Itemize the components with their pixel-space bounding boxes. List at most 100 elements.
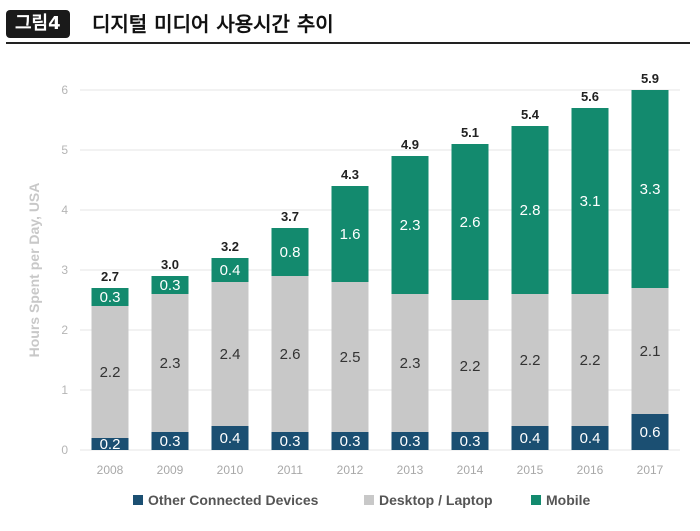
bar-segment <box>511 294 549 426</box>
legend-swatch <box>531 495 541 505</box>
segment-value-label: 0.3 <box>280 433 301 450</box>
bar-segment <box>631 288 669 414</box>
bar-segment <box>91 438 129 450</box>
bar-segment <box>151 432 189 450</box>
bar-segment <box>631 90 669 288</box>
bar-total-label: 5.6 <box>581 89 599 104</box>
bar-total-label: 3.7 <box>281 209 299 224</box>
x-tick-label: 2015 <box>517 463 544 477</box>
segment-value-label: 0.8 <box>280 244 301 261</box>
segment-value-label: 2.3 <box>400 217 421 234</box>
segment-value-label: 0.4 <box>580 430 601 447</box>
segment-value-label: 0.6 <box>640 424 661 441</box>
segment-value-label: 2.6 <box>280 346 301 363</box>
x-tick-label: 2012 <box>337 463 364 477</box>
bar-segment <box>271 432 309 450</box>
bar-segment <box>571 108 609 294</box>
segment-value-label: 2.3 <box>160 355 181 372</box>
bar-segment <box>451 300 489 432</box>
data-labels: 0.2 2.2 0.3 2.7 0.3 2.3 0.3 3.0 0.4 2.4 0.4 3.2 0.3 2… <box>100 71 661 453</box>
x-tick-label: 2013 <box>397 463 424 477</box>
header-divider <box>6 42 690 44</box>
chart-area: 0 1 2 3 4 5 6 Hours Spent per Day, USA 2008 2009 2… <box>0 46 700 526</box>
bar-segment <box>211 426 249 450</box>
segment-value-label: 2.5 <box>340 349 361 366</box>
segment-value-label: 0.3 <box>100 289 121 306</box>
x-tick-label: 2009 <box>157 463 184 477</box>
segment-value-label: 2.3 <box>400 355 421 372</box>
segment-value-label: 2.6 <box>460 214 481 231</box>
segment-value-label: 0.3 <box>460 433 481 450</box>
bar-segment <box>391 432 429 450</box>
y-tick-label: 6 <box>61 83 68 97</box>
figure-header: 그림4 디지털 미디어 사용시간 추이 <box>0 0 700 46</box>
x-tick-label: 2011 <box>277 463 303 477</box>
x-tick-label: 2014 <box>457 463 484 477</box>
bar-total-label: 4.9 <box>401 137 419 152</box>
segment-value-label: 0.3 <box>400 433 421 450</box>
bar-segment <box>91 288 129 306</box>
segment-value-label: 3.1 <box>580 193 601 210</box>
legend-label: Mobile <box>546 492 591 508</box>
legend-swatch <box>364 495 374 505</box>
segment-value-label: 2.2 <box>580 352 601 369</box>
bar-total-label: 3.0 <box>161 257 179 272</box>
segment-value-label: 2.2 <box>460 358 481 375</box>
bar-segment <box>91 306 129 438</box>
bar-segment <box>391 294 429 432</box>
bar-total-label: 3.2 <box>221 239 239 254</box>
axes: 0 1 2 3 4 5 6 Hours Spent per Day, USA 2008 2009 2… <box>26 83 664 477</box>
bar-total-label: 5.9 <box>641 71 659 86</box>
y-tick-label: 1 <box>61 383 68 397</box>
segment-value-label: 1.6 <box>340 226 361 243</box>
bar-total-label: 2.7 <box>101 269 119 284</box>
segment-value-label: 0.4 <box>520 430 541 447</box>
segment-value-label: 2.2 <box>520 352 541 369</box>
bar-total-label: 5.1 <box>461 125 479 140</box>
y-tick-label: 2 <box>61 323 68 337</box>
bar-segment <box>271 276 309 432</box>
legend-label: Other Connected Devices <box>148 492 319 508</box>
stacked-bar-chart: 0 1 2 3 4 5 6 Hours Spent per Day, USA 2008 2009 2… <box>26 71 680 508</box>
segment-value-label: 0.3 <box>160 433 181 450</box>
segment-value-label: 2.8 <box>520 202 541 219</box>
bar-segment <box>331 432 369 450</box>
figure-number-badge: 그림4 <box>6 10 70 38</box>
bar-segment <box>211 282 249 426</box>
legend: Other Connected Devices Desktop / Laptop M… <box>133 492 591 508</box>
bar-segment <box>511 126 549 294</box>
y-tick-label: 5 <box>61 143 68 157</box>
bar-segment <box>571 294 609 426</box>
bar-segment <box>151 276 189 294</box>
bars <box>91 90 669 450</box>
segment-value-label: 2.1 <box>640 343 661 360</box>
x-tick-label: 2017 <box>637 463 664 477</box>
bar-segment <box>571 426 609 450</box>
bar-segment <box>331 282 369 432</box>
segment-value-label: 0.3 <box>340 433 361 450</box>
bar-segment <box>271 228 309 276</box>
bar-segment <box>211 258 249 282</box>
bar-total-label: 4.3 <box>341 167 359 182</box>
x-tick-label: 2010 <box>217 463 244 477</box>
bar-segment <box>451 144 489 300</box>
segment-value-label: 0.4 <box>220 430 241 447</box>
segment-value-label: 2.4 <box>220 346 241 363</box>
legend-swatch <box>133 495 143 505</box>
bar-segment <box>151 294 189 432</box>
y-tick-label: 0 <box>61 443 68 457</box>
bar-segment <box>451 432 489 450</box>
x-tick-label: 2016 <box>577 463 604 477</box>
x-tick-label: 2008 <box>97 463 124 477</box>
bar-total-label: 5.4 <box>521 107 540 122</box>
segment-value-label: 0.3 <box>160 277 181 294</box>
legend-label: Desktop / Laptop <box>379 492 493 508</box>
segment-value-label: 0.2 <box>100 436 121 453</box>
y-axis-label: Hours Spent per Day, USA <box>26 183 42 358</box>
bar-segment <box>331 186 369 282</box>
bar-segment <box>391 156 429 294</box>
segment-value-label: 0.4 <box>220 262 241 279</box>
figure-title: 디지털 미디어 사용시간 추이 <box>92 12 334 36</box>
y-tick-label: 4 <box>61 203 68 217</box>
segment-value-label: 2.2 <box>100 364 121 381</box>
